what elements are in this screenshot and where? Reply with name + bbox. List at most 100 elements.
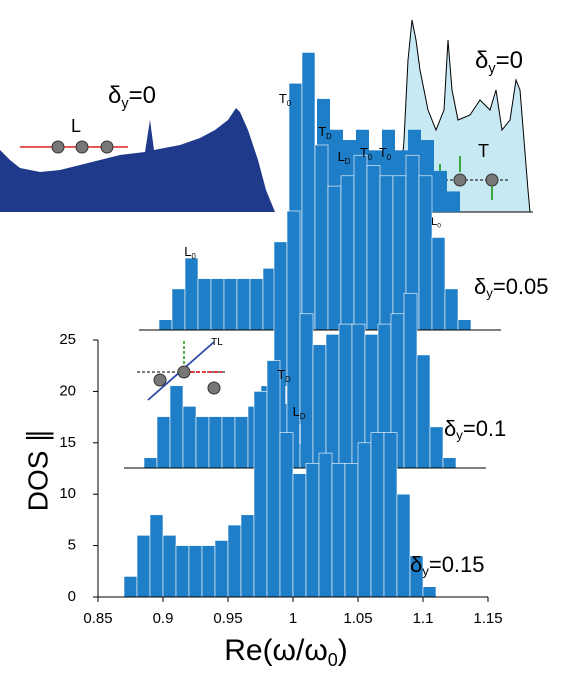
histogram-bar xyxy=(416,354,431,469)
histogram-bar xyxy=(429,426,444,469)
x-tick-label: 1 xyxy=(289,610,297,627)
inset-label-text: δ xyxy=(108,82,121,109)
histogram-bar xyxy=(188,545,203,598)
inset-label-tail: =0 xyxy=(129,82,156,109)
annotation: T0 xyxy=(279,91,292,108)
histogram-bar xyxy=(447,191,460,212)
histogram-bar xyxy=(340,175,355,331)
annotation-text: L xyxy=(184,244,191,259)
annotation-sub: 0 xyxy=(387,153,392,162)
x-axis-label-tail: ) xyxy=(338,634,348,667)
histogram-bar xyxy=(457,319,472,331)
histogram-bar xyxy=(327,185,342,331)
histogram-bar xyxy=(370,432,385,598)
y-axis-label: DOS ∥ xyxy=(22,429,53,511)
histogram-bar xyxy=(431,237,446,331)
histogram-bar xyxy=(201,545,216,598)
series-label-tail: =0.15 xyxy=(429,552,485,577)
inset-label: δy=0 xyxy=(108,82,156,112)
histogram-bar xyxy=(162,535,177,598)
atom xyxy=(177,365,191,379)
histogram-bar xyxy=(169,385,184,469)
inset-label-sub: y xyxy=(488,61,496,77)
inset-label-text: δ xyxy=(475,47,488,74)
inset-marker-sub: 0 xyxy=(437,222,441,229)
x-axis-label-sub: 0 xyxy=(328,650,338,670)
histogram-bar xyxy=(221,416,236,469)
histogram-bar xyxy=(234,416,249,469)
histogram-bar xyxy=(158,319,173,331)
x-axis-label: Re(ω/ω0) xyxy=(224,634,348,670)
x-tick-label: 0.85 xyxy=(83,610,112,627)
series-label-sub: y xyxy=(486,286,493,301)
x-tick-label: 0.95 xyxy=(213,610,242,627)
annotation-text: T xyxy=(379,145,387,160)
y-tick-label: 15 xyxy=(59,434,76,451)
series-label-text: δ xyxy=(410,552,422,577)
series xyxy=(139,52,501,331)
histogram-bar xyxy=(292,473,307,598)
histogram-bar xyxy=(305,463,320,598)
inset-tl-atoms xyxy=(137,340,225,401)
histogram-bar xyxy=(156,416,171,469)
histogram-bar xyxy=(357,442,372,598)
annotation: T0 xyxy=(379,145,392,162)
histogram-bar xyxy=(149,514,164,598)
histogram-bar xyxy=(171,288,186,331)
histogram-bar xyxy=(123,576,138,598)
histogram-bar xyxy=(325,334,340,469)
annotation: T0 xyxy=(360,145,373,162)
annotation: LD xyxy=(338,149,351,166)
series xyxy=(124,210,486,469)
atom xyxy=(75,140,89,154)
x-tick-label: 1.1 xyxy=(413,610,434,627)
annotation: L0 xyxy=(184,244,196,261)
atom xyxy=(51,140,65,154)
histogram-bar xyxy=(366,165,381,331)
histogram-bar xyxy=(136,535,151,598)
inset-mode: L xyxy=(71,116,81,136)
atom xyxy=(207,381,221,395)
series-label-text: δ xyxy=(474,274,486,299)
annotation-sub: D xyxy=(285,375,291,384)
histogram-bar xyxy=(379,175,394,331)
x-axis-label-text: Re(ω/ω xyxy=(224,634,328,667)
histogram-bar xyxy=(418,175,433,331)
inset-label: δy=0 xyxy=(475,47,523,77)
inset-marker-text: L xyxy=(431,216,437,228)
histogram-bar xyxy=(396,493,411,598)
histogram-bar xyxy=(301,52,316,331)
annotation-sub: D xyxy=(326,132,332,141)
histogram-bar xyxy=(249,278,264,331)
annotation-text: T xyxy=(279,91,287,106)
histogram-bar xyxy=(434,170,447,212)
histogram-bar xyxy=(208,416,223,469)
x-tick-label: 0.9 xyxy=(153,610,174,627)
series-label: δy=0.15 xyxy=(410,552,485,579)
histogram-bar xyxy=(353,154,368,331)
histogram-bar xyxy=(197,278,212,331)
inset-left xyxy=(0,108,275,212)
annotation-text: L xyxy=(338,149,345,164)
y-tick-label: 0 xyxy=(68,588,76,605)
annotation-sub: 0 xyxy=(287,99,292,108)
inset-left-histogram xyxy=(0,108,275,212)
y-tick-label: 10 xyxy=(59,485,76,502)
histogram-bar xyxy=(184,257,199,331)
annotation-text: L xyxy=(293,404,300,419)
histogram-bar xyxy=(314,144,329,331)
inset-label-tail: =0 xyxy=(496,47,523,74)
annotation-sub: 0 xyxy=(368,153,373,162)
y-tick-label: 5 xyxy=(68,537,76,554)
histogram-bar xyxy=(175,545,190,598)
x-tick-label: 1.15 xyxy=(473,610,502,627)
series-label-tail: =0.05 xyxy=(493,274,549,299)
histogram-bar xyxy=(403,292,418,469)
series-label: δy=0.05 xyxy=(474,274,549,301)
series xyxy=(123,360,437,598)
histogram-bar xyxy=(344,463,359,598)
atom xyxy=(453,173,467,187)
histogram-bar xyxy=(444,288,459,331)
inset-label-sub: y xyxy=(121,96,129,112)
histogram-bar xyxy=(299,313,314,469)
